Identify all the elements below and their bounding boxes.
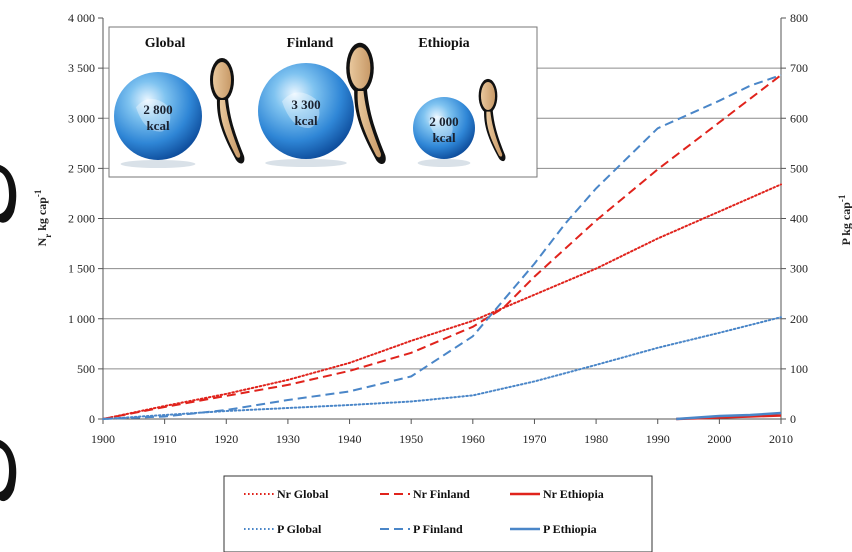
legend-label: Nr Ethiopia [543, 487, 604, 501]
x-tick-label: 1940 [338, 432, 362, 446]
legend-label: P Finland [413, 522, 463, 536]
legend-item-nr-global: Nr Global [244, 487, 329, 501]
y-left-tick-label: 1 500 [68, 262, 95, 276]
y-left-tick-label: 3 500 [68, 61, 95, 75]
legend-item-nr-ethiopia: Nr Ethiopia [510, 487, 604, 501]
globe-shadow [120, 160, 196, 168]
globe-shadow [265, 159, 347, 167]
inset-country-label: Finland [287, 36, 334, 51]
x-tick-label: 1980 [584, 432, 608, 446]
x-tick-label: 1970 [522, 432, 546, 446]
y-left-tick-label: 0 [89, 412, 95, 426]
globe-continent [136, 98, 171, 132]
right-axis-ticks: 0 100 200 300 400 500 600 700 800 [781, 11, 808, 426]
x-tick-label: 2000 [707, 432, 731, 446]
series-line-p-ethiopia [676, 411, 782, 421]
y-right-tick-label: 300 [790, 262, 808, 276]
x-tick-label: 1930 [276, 432, 300, 446]
y-left-tick-label: 2 500 [68, 161, 95, 175]
series-line-nr-finland [102, 74, 782, 420]
inset-country-label: Global [145, 36, 186, 51]
y-right-tick-label: 600 [790, 111, 808, 125]
kcal-unit: kcal [432, 130, 456, 145]
y-right-tick-label: 800 [790, 11, 808, 25]
y-left-tick-label: 500 [77, 362, 95, 376]
series-line-p-finland [102, 74, 782, 420]
left-edge-decoration [0, 165, 17, 502]
kcal-unit: kcal [294, 113, 318, 128]
globe-continent [428, 115, 453, 139]
legend-label: P Global [277, 522, 322, 536]
x-tick-label: 1950 [399, 432, 423, 446]
x-tick-label: 1920 [214, 432, 238, 446]
y-right-tick-label: 0 [790, 412, 796, 426]
kcal-unit: kcal [146, 118, 170, 133]
legend-label: P Ethiopia [543, 522, 597, 536]
legend-item-p-global: P Global [244, 522, 322, 536]
y-right-tick-label: 500 [790, 161, 808, 175]
x-tick-label: 1990 [646, 432, 670, 446]
kcal-value: 3 300 [291, 97, 320, 112]
spoon-icon [210, 58, 245, 164]
series-layer [102, 74, 782, 421]
y-right-axis-title: P kg cap-1 [837, 194, 852, 245]
y-left-tick-label: 4 000 [68, 11, 95, 25]
left-axis-ticks: 0 500 1 000 1 500 2 000 2 500 3 000 3 500 4 000 [68, 11, 103, 426]
y-left-tick-label: 3 000 [68, 111, 95, 125]
kcal-value: 2 800 [143, 102, 172, 117]
series-line-p-global [102, 316, 782, 420]
legend-item-p-finland: P Finland [380, 522, 463, 536]
inset-country-label: Ethiopia [418, 36, 469, 51]
legend-item-nr-finland: Nr Finland [380, 487, 470, 501]
globe-shadow [417, 159, 471, 167]
legend: Nr Global Nr Finland Nr Ethiopia P Global P … [223, 475, 653, 552]
globe-icon [258, 63, 354, 159]
y-right-tick-label: 100 [790, 362, 808, 376]
legend-label: Nr Global [277, 487, 329, 501]
spoon-icon [478, 78, 506, 162]
x-tick-label: 2010 [769, 432, 793, 446]
legend-label: Nr Finland [413, 487, 470, 501]
x-tick-label: 1910 [153, 432, 177, 446]
y-left-tick-label: 1 000 [68, 312, 95, 326]
x-tick-label: 1960 [461, 432, 485, 446]
y-right-tick-label: 200 [790, 312, 808, 326]
y-right-tick-label: 700 [790, 61, 808, 75]
x-axis-ticks: 1900 1910 1920 1930 1940 1950 1960 1970 1980 1990… [91, 419, 793, 446]
spoon-icon [346, 42, 386, 165]
globe-icon [413, 97, 475, 159]
globe-icon [114, 72, 202, 160]
y-right-tick-label: 400 [790, 212, 808, 226]
kcal-value: 2 000 [429, 114, 458, 129]
globe-continent [282, 92, 320, 128]
series-line-nr-global [102, 183, 782, 420]
legend-item-p-ethiopia: P Ethiopia [510, 522, 597, 536]
y-left-axis-title: Nr kg cap-1 [33, 189, 53, 246]
y-left-tick-label: 2 000 [68, 212, 95, 226]
x-tick-label: 1900 [91, 432, 115, 446]
